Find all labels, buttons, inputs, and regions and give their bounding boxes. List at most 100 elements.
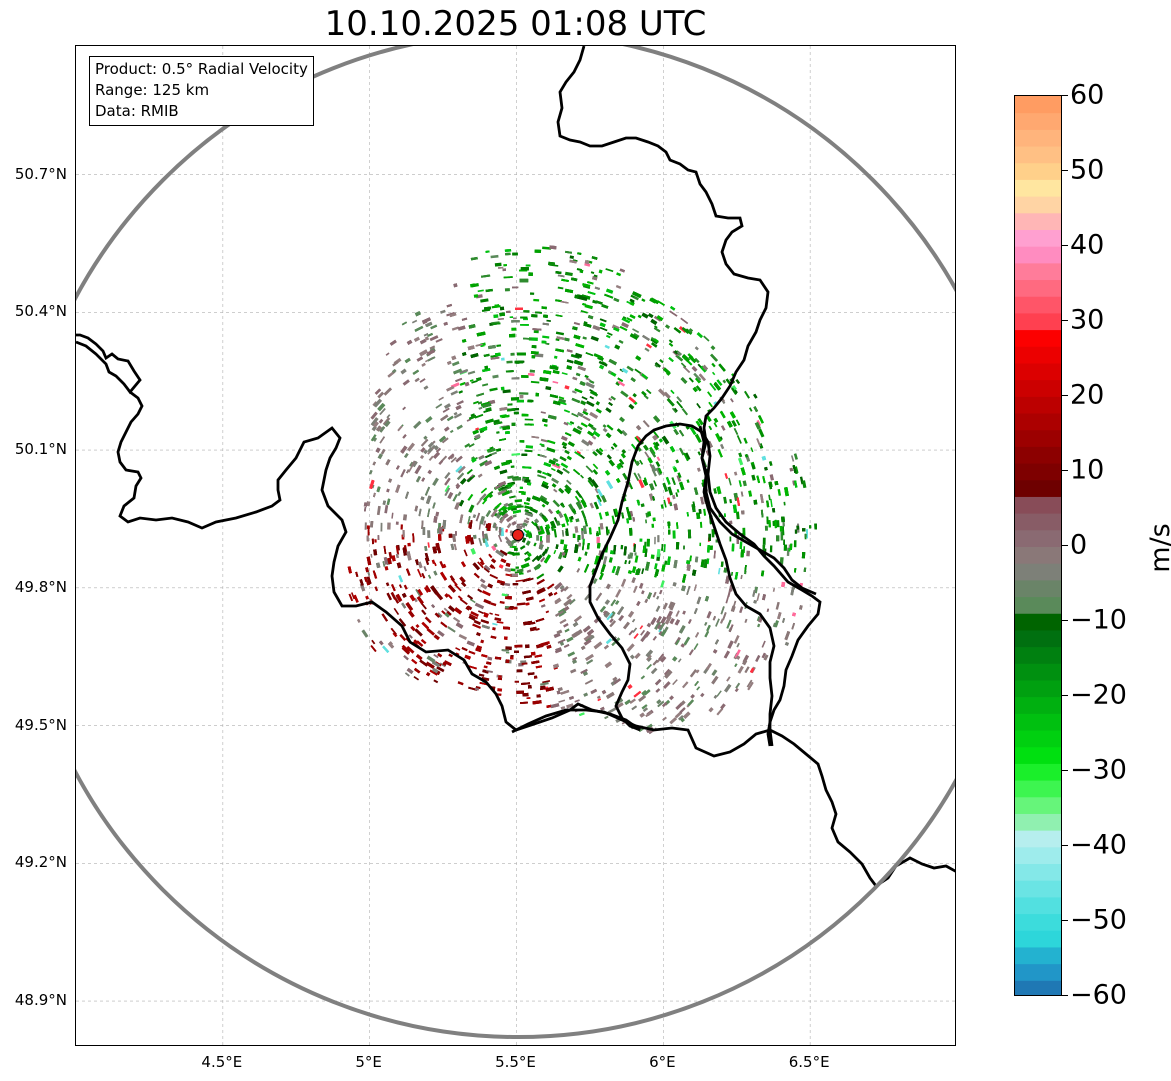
velocity-pixel — [654, 563, 658, 570]
velocity-pixel — [613, 327, 620, 332]
colorbar-band — [1015, 379, 1061, 397]
velocity-pixel — [522, 589, 531, 595]
velocity-pixel — [742, 480, 747, 487]
velocity-pixel — [489, 563, 495, 569]
velocity-pixel — [514, 547, 518, 551]
velocity-pixel — [780, 531, 784, 541]
velocity-pixel — [488, 493, 494, 499]
velocity-pixel — [574, 388, 583, 394]
velocity-pixel — [470, 353, 479, 359]
velocity-pixel — [442, 519, 447, 529]
velocity-pixel — [437, 653, 443, 658]
velocity-pixel — [469, 379, 474, 382]
velocity-pixel — [477, 473, 483, 478]
velocity-pixel — [365, 595, 370, 600]
velocity-pixel — [545, 524, 551, 530]
velocity-pixel — [559, 585, 565, 590]
velocity-pixel — [557, 551, 564, 560]
velocity-pixel — [605, 334, 611, 339]
velocity-pixel — [715, 432, 722, 443]
velocity-pixel — [376, 425, 382, 432]
velocity-pixel — [458, 390, 463, 394]
velocity-pixel — [473, 619, 481, 625]
velocity-pixel — [468, 615, 476, 621]
velocity-pixel — [689, 668, 698, 678]
velocity-pixel — [781, 581, 786, 588]
velocity-pixel — [386, 488, 390, 493]
velocity-pixel — [543, 370, 552, 375]
velocity-pixel — [756, 475, 761, 484]
velocity-pixel — [672, 582, 677, 587]
velocity-pixel — [545, 686, 554, 692]
velocity-pixel — [760, 570, 765, 577]
velocity-pixel — [457, 491, 462, 497]
velocity-pixel — [424, 557, 430, 565]
velocity-pixel — [370, 553, 373, 558]
velocity-pixel — [686, 585, 691, 595]
velocity-pixel — [585, 654, 594, 661]
velocity-pixel — [523, 337, 532, 340]
velocity-pixel — [480, 639, 485, 644]
velocity-pixel — [433, 634, 440, 641]
velocity-pixel — [466, 468, 473, 475]
velocity-pixel — [467, 534, 472, 542]
velocity-pixel — [395, 521, 399, 525]
velocity-pixel — [392, 368, 397, 374]
velocity-pixel — [527, 672, 535, 676]
velocity-pixel — [386, 592, 392, 601]
velocity-pixel — [496, 431, 500, 434]
colorbar-band — [1015, 529, 1061, 547]
velocity-pixel — [566, 359, 574, 364]
velocity-pixel — [688, 649, 694, 656]
velocity-pixel — [670, 305, 676, 311]
velocity-pixel — [580, 400, 587, 406]
velocity-pixel — [802, 528, 806, 532]
velocity-pixel — [716, 486, 722, 495]
velocity-pixel — [505, 528, 509, 533]
velocity-pixel — [500, 582, 505, 586]
velocity-pixel — [774, 481, 779, 486]
velocity-pixel — [401, 602, 407, 609]
velocity-pixel — [652, 635, 658, 641]
velocity-pixel — [654, 362, 661, 368]
colorbar-tick-label: −30 — [1070, 754, 1127, 786]
velocity-pixel — [603, 644, 609, 650]
velocity-pixel — [718, 363, 726, 372]
velocity-pixel — [402, 530, 405, 538]
velocity-pixel — [761, 640, 766, 648]
velocity-pixel — [697, 467, 701, 472]
velocity-pixel — [560, 539, 565, 545]
velocity-pixel — [729, 499, 733, 504]
velocity-pixel — [450, 455, 455, 460]
velocity-pixel — [476, 331, 486, 337]
velocity-pixel — [714, 639, 719, 645]
velocity-pixel — [716, 690, 722, 697]
velocity-pixel — [585, 352, 594, 357]
velocity-pixel — [766, 608, 770, 612]
velocity-pixel — [395, 593, 403, 602]
velocity-pixel — [377, 535, 380, 540]
velocity-pixel — [631, 705, 637, 711]
velocity-pixel — [634, 368, 642, 375]
velocity-pixel — [567, 651, 576, 658]
velocity-pixel — [651, 523, 655, 528]
velocity-pixel — [383, 545, 387, 555]
velocity-pixel — [410, 625, 416, 632]
velocity-pixel — [574, 544, 579, 554]
velocity-pixel — [505, 595, 512, 600]
velocity-pixel — [561, 441, 568, 447]
velocity-pixel — [558, 699, 566, 703]
velocity-pixel — [422, 527, 426, 535]
colorbar-band — [1015, 413, 1061, 431]
velocity-pixel — [728, 624, 734, 633]
velocity-pixel — [628, 403, 635, 410]
velocity-pixel — [541, 444, 545, 448]
velocity-pixel — [514, 360, 524, 364]
velocity-pixel — [399, 584, 402, 588]
velocity-pixel — [355, 571, 359, 577]
velocity-pixel — [461, 338, 467, 343]
velocity-pixel — [457, 681, 464, 686]
y-tick-label: 49.8°N — [14, 577, 67, 596]
velocity-pixel — [483, 493, 491, 502]
velocity-pixel — [615, 284, 622, 289]
